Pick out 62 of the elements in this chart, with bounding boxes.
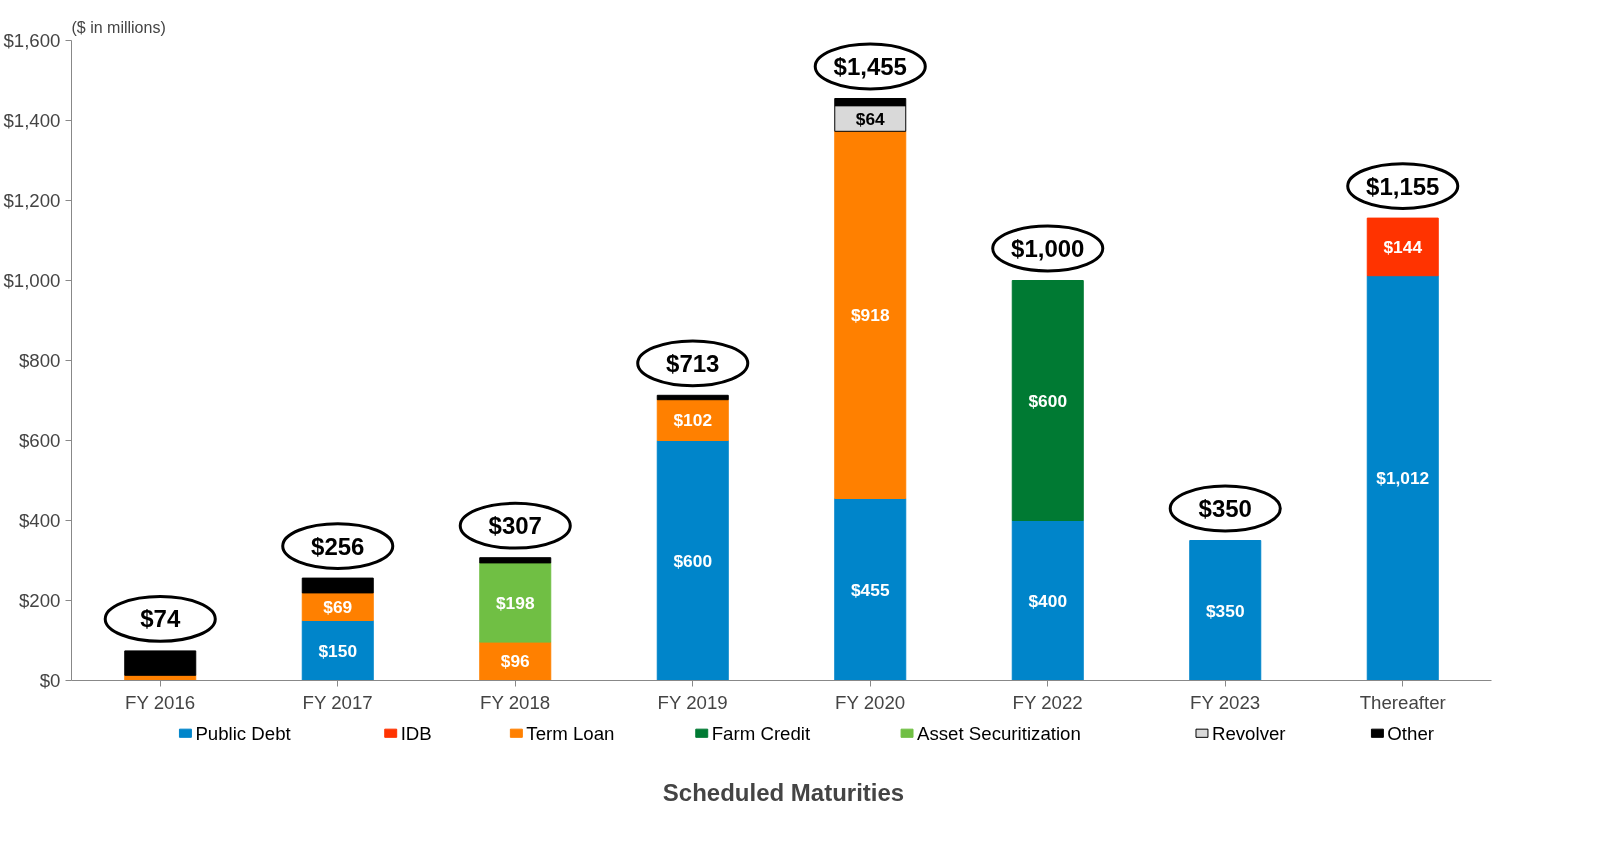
- total-label: $713: [666, 349, 720, 377]
- y-tick-label: $1,000: [3, 270, 61, 291]
- legend-label: Term Loan: [526, 722, 615, 744]
- bar: [1011, 280, 1084, 521]
- x-tick-label: FY 2022: [1012, 691, 1083, 713]
- total-label: $1,155: [1366, 172, 1440, 200]
- bar: [1366, 275, 1439, 681]
- bar: [479, 557, 552, 564]
- bar: [301, 577, 374, 594]
- total-label: $350: [1198, 495, 1252, 522]
- bar: [834, 130, 907, 499]
- legend-label: Asset Securitization: [917, 722, 1081, 744]
- data-label: $400: [1028, 590, 1068, 611]
- x-tick-label: FY 2023: [1189, 691, 1261, 713]
- bar: [301, 620, 374, 681]
- bar: [1011, 520, 1084, 681]
- bar: [834, 498, 907, 681]
- data-label: $600: [1028, 390, 1068, 411]
- legend-label: Revolver: [1211, 722, 1286, 744]
- legend-label: Public Debt: [195, 722, 292, 744]
- data-label: $150: [318, 640, 358, 661]
- bar: [1189, 540, 1262, 681]
- legend-label: IDB: [400, 722, 432, 744]
- x-tick-label: FY 2020: [834, 691, 906, 713]
- total-label: $74: [140, 605, 181, 633]
- y-tick-label: $200: [19, 590, 61, 611]
- legend-label: Farm Credit: [711, 722, 811, 744]
- x-tick-label: FY 2019: [657, 691, 728, 713]
- x-tick-label: FY 2016: [124, 691, 196, 713]
- data-label: $600: [673, 550, 713, 571]
- data-label: $96: [500, 651, 531, 672]
- data-label: $455: [850, 579, 890, 600]
- total-label: $1,000: [1011, 235, 1085, 262]
- data-label: $1,012: [1376, 468, 1430, 489]
- y-tick-label: $1,200: [3, 190, 61, 211]
- y-tick-label: $800: [19, 350, 61, 371]
- bar: [479, 562, 552, 643]
- bar: [1366, 217, 1439, 277]
- bar: [656, 394, 729, 401]
- y-tick-label: $1,400: [3, 110, 61, 131]
- legend-label: Other: [1387, 722, 1435, 744]
- y-tick-label: $600: [19, 430, 61, 451]
- y-tick-label: $400: [19, 510, 61, 531]
- y-tick-label: $0: [39, 670, 61, 691]
- total-label: $256: [311, 532, 365, 560]
- data-label: $69: [323, 596, 353, 617]
- x-tick-label: FY 2018: [479, 691, 551, 713]
- data-label: $102: [673, 410, 713, 431]
- data-label: $198: [495, 592, 535, 613]
- total-label: $1,455: [833, 53, 907, 80]
- bar: [124, 650, 197, 676]
- data-label: $918: [850, 304, 890, 325]
- data-label: $144: [1383, 236, 1423, 257]
- data-label: $64: [855, 108, 886, 129]
- y-axis-title: ($ in millions): [71, 18, 166, 36]
- x-tick-label: FY 2017: [302, 691, 373, 713]
- bar: [656, 440, 729, 681]
- data-label: $350: [1205, 600, 1245, 621]
- x-axis-title: Scheduled Maturities: [662, 778, 905, 806]
- x-tick-label: Thereafter: [1359, 691, 1446, 713]
- total-label: $307: [488, 512, 542, 540]
- y-tick-label: $1,600: [3, 30, 61, 51]
